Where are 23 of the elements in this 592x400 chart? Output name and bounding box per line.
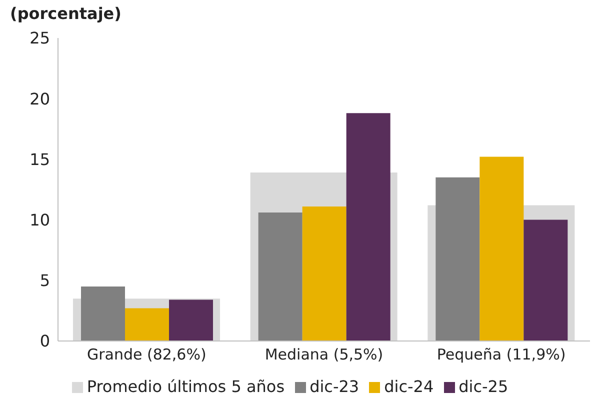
legend-label: dic-23 — [310, 377, 360, 396]
bar — [302, 206, 346, 341]
y-tick-label: 25 — [30, 28, 50, 48]
x-tick-label: Pequeña (11,9%) — [436, 346, 566, 364]
bar — [81, 286, 125, 341]
legend-label: Promedio últimos 5 años — [86, 377, 285, 396]
y-tick-label: 5 — [40, 271, 50, 290]
bar — [258, 212, 302, 341]
bar — [436, 177, 480, 341]
x-tick-label: Grande (82,6%) — [86, 346, 206, 364]
y-axis-title: (porcentaje) — [10, 4, 122, 23]
bar — [125, 308, 169, 341]
y-tick-label: 15 — [30, 150, 50, 169]
bar — [346, 113, 390, 341]
bar — [524, 220, 568, 341]
y-tick-label: 20 — [30, 89, 50, 108]
bar — [480, 156, 524, 341]
y-tick-label: 10 — [30, 210, 50, 230]
y-tick-label: 0 — [40, 332, 50, 351]
bar — [169, 300, 213, 341]
legend-label: dic-25 — [458, 377, 508, 396]
legend-label: dic-24 — [384, 377, 434, 396]
x-tick-label: Mediana (5,5%) — [264, 346, 384, 364]
